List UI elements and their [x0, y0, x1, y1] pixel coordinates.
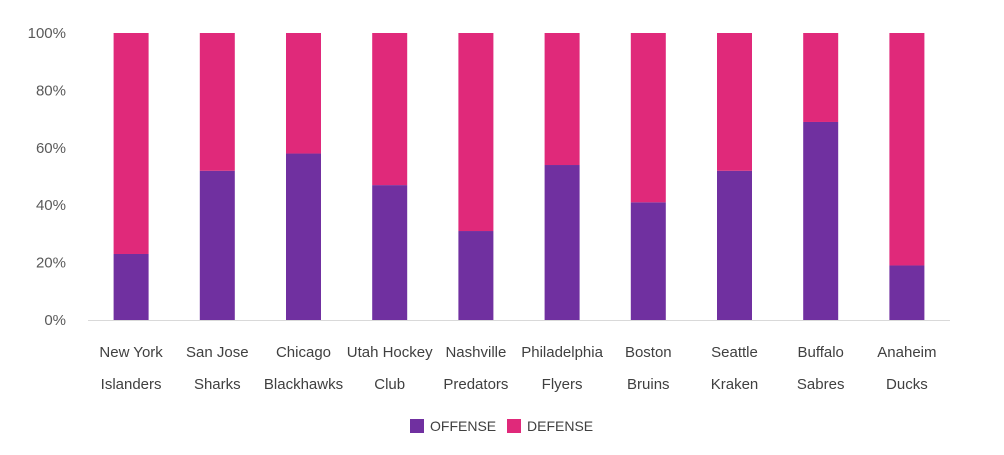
- bar-offense-7: [717, 170, 752, 320]
- bar-defense-9: [889, 33, 925, 266]
- bar-offense-1: [199, 170, 235, 320]
- y-tick-label: 20%: [36, 255, 66, 272]
- x-axis: New York Islanders San Jose Sharks Chicago Bl…: [99, 344, 936, 393]
- x-category-label: Predators: [443, 376, 508, 393]
- bar-defense-1: [199, 33, 235, 171]
- legend-label-offense: OFFENSE: [430, 418, 496, 434]
- y-tick-label: 80%: [36, 82, 66, 99]
- x-category-label: Buffalo: [797, 344, 843, 361]
- bar-defense-2: [286, 33, 321, 154]
- legend-swatch-offense: [410, 419, 424, 433]
- y-tick-label: 60%: [36, 140, 66, 157]
- x-category-label: Utah Hockey: [347, 344, 433, 361]
- x-category-label: Ducks: [886, 376, 928, 393]
- x-category-label: Islanders: [101, 376, 162, 393]
- bar-offense-2: [286, 153, 321, 320]
- x-category-label: Kraken: [711, 376, 759, 393]
- x-category-label: Club: [374, 376, 405, 393]
- bar-offense-6: [630, 202, 666, 320]
- legend-label-defense: DEFENSE: [527, 418, 593, 434]
- x-category-label: Sharks: [194, 376, 241, 393]
- legend: OFFENSE DEFENSE: [410, 418, 593, 434]
- bar-offense-9: [889, 265, 925, 320]
- bar-defense-7: [717, 33, 752, 171]
- bar-defense-5: [544, 33, 580, 166]
- bar-defense-4: [458, 33, 494, 232]
- x-category-label: Nashville: [445, 344, 506, 361]
- x-category-label: Blackhawks: [264, 376, 343, 393]
- x-category-label: Anaheim: [877, 344, 936, 361]
- bar-offense-5: [544, 165, 580, 320]
- bar-defense-3: [372, 33, 408, 186]
- bars: [113, 33, 925, 320]
- bar-defense-6: [630, 33, 666, 203]
- x-category-label: Philadelphia: [521, 344, 603, 361]
- bar-offense-4: [458, 231, 494, 320]
- x-category-label: Chicago: [276, 344, 331, 361]
- y-tick-label: 0%: [44, 312, 66, 329]
- x-category-label: New York: [99, 344, 163, 361]
- y-axis: 0% 20% 40% 60% 80% 100%: [28, 25, 66, 329]
- bar-offense-3: [372, 185, 408, 320]
- bar-offense-8: [803, 121, 839, 320]
- x-category-label: Boston: [625, 344, 672, 361]
- x-category-label: Bruins: [627, 376, 670, 393]
- y-tick-label: 40%: [36, 197, 66, 214]
- x-category-label: Flyers: [542, 376, 583, 393]
- y-tick-label: 100%: [28, 25, 66, 42]
- bar-offense-0: [113, 253, 149, 320]
- bar-defense-0: [113, 33, 149, 254]
- legend-swatch-defense: [507, 419, 521, 433]
- x-category-label: San Jose: [186, 344, 249, 361]
- x-category-label: Sabres: [797, 376, 845, 393]
- bar-defense-8: [803, 33, 839, 122]
- x-category-label: Seattle: [711, 344, 758, 361]
